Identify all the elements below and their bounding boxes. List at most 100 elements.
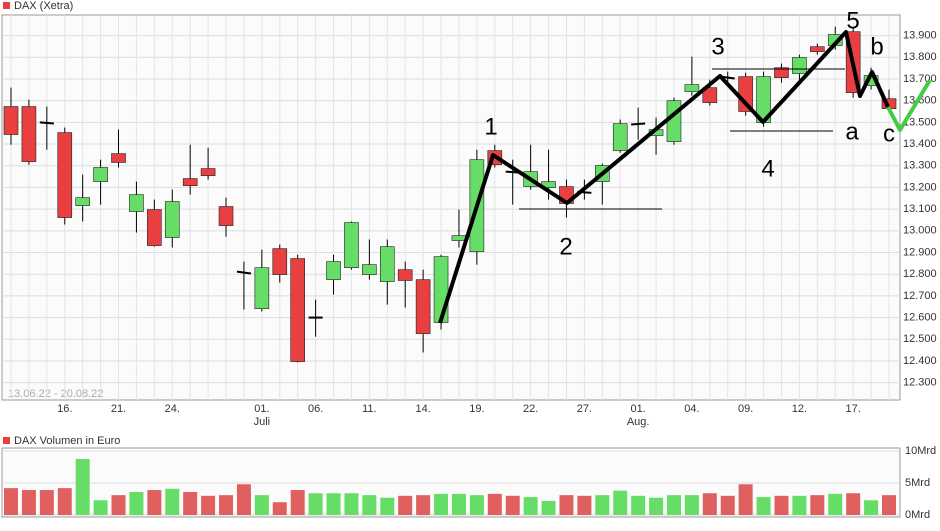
volume-title: DAX Volumen in Euro	[14, 435, 120, 447]
wave-label: c	[883, 120, 895, 147]
candle-body	[272, 248, 288, 275]
candle-body	[326, 261, 341, 280]
y-tick-label: 13.400	[903, 138, 937, 150]
candle-body	[666, 100, 682, 142]
volume-bar	[882, 495, 896, 515]
candle-body	[792, 57, 807, 74]
candle-body	[810, 46, 825, 52]
candle-body	[93, 167, 108, 182]
candle-body	[290, 258, 305, 362]
volume-bar	[666, 495, 681, 515]
y-tick-label: 12.600	[903, 311, 937, 323]
x-tick-label: 22.	[523, 403, 538, 415]
volume-bar	[4, 488, 18, 515]
volume-bar	[272, 502, 287, 515]
volume-bar	[308, 493, 323, 515]
volume-bar	[631, 495, 646, 515]
volume-bar	[451, 493, 466, 515]
candle-body	[362, 264, 377, 275]
y-tick-label: 0Mrd	[905, 509, 930, 521]
volume-bar	[577, 495, 592, 515]
candle-body	[684, 84, 700, 92]
candle-body	[415, 279, 431, 334]
legend-swatch	[3, 437, 10, 444]
volume-bar	[720, 495, 735, 515]
y-tick-label: 13.000	[903, 225, 937, 237]
candle-body	[397, 269, 413, 281]
volume-bar	[774, 495, 789, 515]
x-tick-label: 04.	[684, 403, 699, 415]
wave-label: 2	[559, 233, 572, 260]
wave-label: 4	[761, 155, 774, 182]
volume-bar	[111, 495, 126, 515]
chart-title: DAX (Xetra)	[14, 0, 73, 12]
candle-body	[21, 106, 37, 162]
volume-bar	[416, 495, 431, 515]
volume-bar	[380, 497, 395, 515]
wave-line	[438, 30, 890, 324]
x-tick-label: 16.	[57, 403, 72, 415]
volume-bar	[864, 500, 879, 515]
candle-body	[631, 122, 646, 126]
volume-bar	[756, 497, 771, 515]
candle-body	[129, 194, 144, 212]
candle-body	[702, 87, 718, 103]
volume-bar	[219, 495, 234, 515]
y-tick-label: 13.200	[903, 181, 937, 193]
volume-bar	[595, 495, 610, 515]
candle-body	[254, 267, 270, 309]
volume-bar	[613, 490, 628, 515]
volume-bar	[165, 488, 180, 515]
x-tick-label: 01.	[254, 403, 269, 415]
volume-bar	[93, 500, 108, 515]
candle-body	[379, 246, 395, 282]
y-tick-label: 12.900	[903, 246, 937, 258]
x-tick-label: 11.	[362, 403, 376, 415]
x-tick-label: 27.	[577, 403, 592, 415]
y-tick-label: 5Mrd	[905, 477, 930, 489]
x-tick-sublabel: Juli	[254, 416, 271, 428]
y-tick-label: 13.500	[903, 116, 937, 128]
x-tick-label: 12.	[792, 403, 807, 415]
volume-bar	[362, 495, 377, 515]
y-tick-label: 10Mrd	[905, 445, 936, 457]
volume-bar	[559, 495, 574, 515]
candle-body	[774, 67, 789, 78]
volume-bar	[828, 493, 843, 515]
x-tick-sublabel: Aug.	[627, 416, 650, 428]
candle-body	[182, 178, 198, 187]
candle-body	[200, 168, 216, 177]
volume-bar	[201, 495, 216, 515]
volume-bar	[505, 495, 520, 515]
x-tick-label: 19.	[469, 403, 484, 415]
volume-bar	[254, 495, 269, 515]
wave-label: 5	[846, 7, 859, 34]
candle-body	[164, 201, 180, 238]
volume-bar	[183, 491, 198, 515]
volume-bar	[846, 493, 861, 515]
wave-label: 1	[484, 113, 497, 140]
x-tick-label: 01.	[630, 403, 645, 415]
volume-bar	[75, 459, 90, 515]
candle-body	[75, 197, 90, 206]
x-tick-label: 14.	[415, 403, 430, 415]
date-range: 13.06.22 - 20.08.22	[8, 388, 103, 400]
y-tick-label: 12.500	[903, 333, 937, 345]
x-tick-label: 24.	[165, 403, 180, 415]
y-tick-label: 12.800	[903, 268, 937, 280]
volume-bar	[523, 497, 538, 515]
wave-label: b	[870, 33, 883, 60]
wave-line-projection	[886, 78, 932, 132]
volume-bar	[434, 493, 449, 515]
volume-bar	[344, 493, 359, 515]
x-tick-label: 17.	[846, 403, 861, 415]
candle-body	[111, 153, 126, 163]
volume-bar	[39, 490, 54, 515]
volume-bar	[147, 490, 162, 515]
y-tick-label: 13.700	[903, 73, 937, 85]
y-tick-label: 13.100	[903, 203, 937, 215]
y-tick-label: 13.900	[903, 30, 937, 42]
candle-body	[3, 106, 19, 135]
wave-label: 3	[711, 33, 724, 60]
